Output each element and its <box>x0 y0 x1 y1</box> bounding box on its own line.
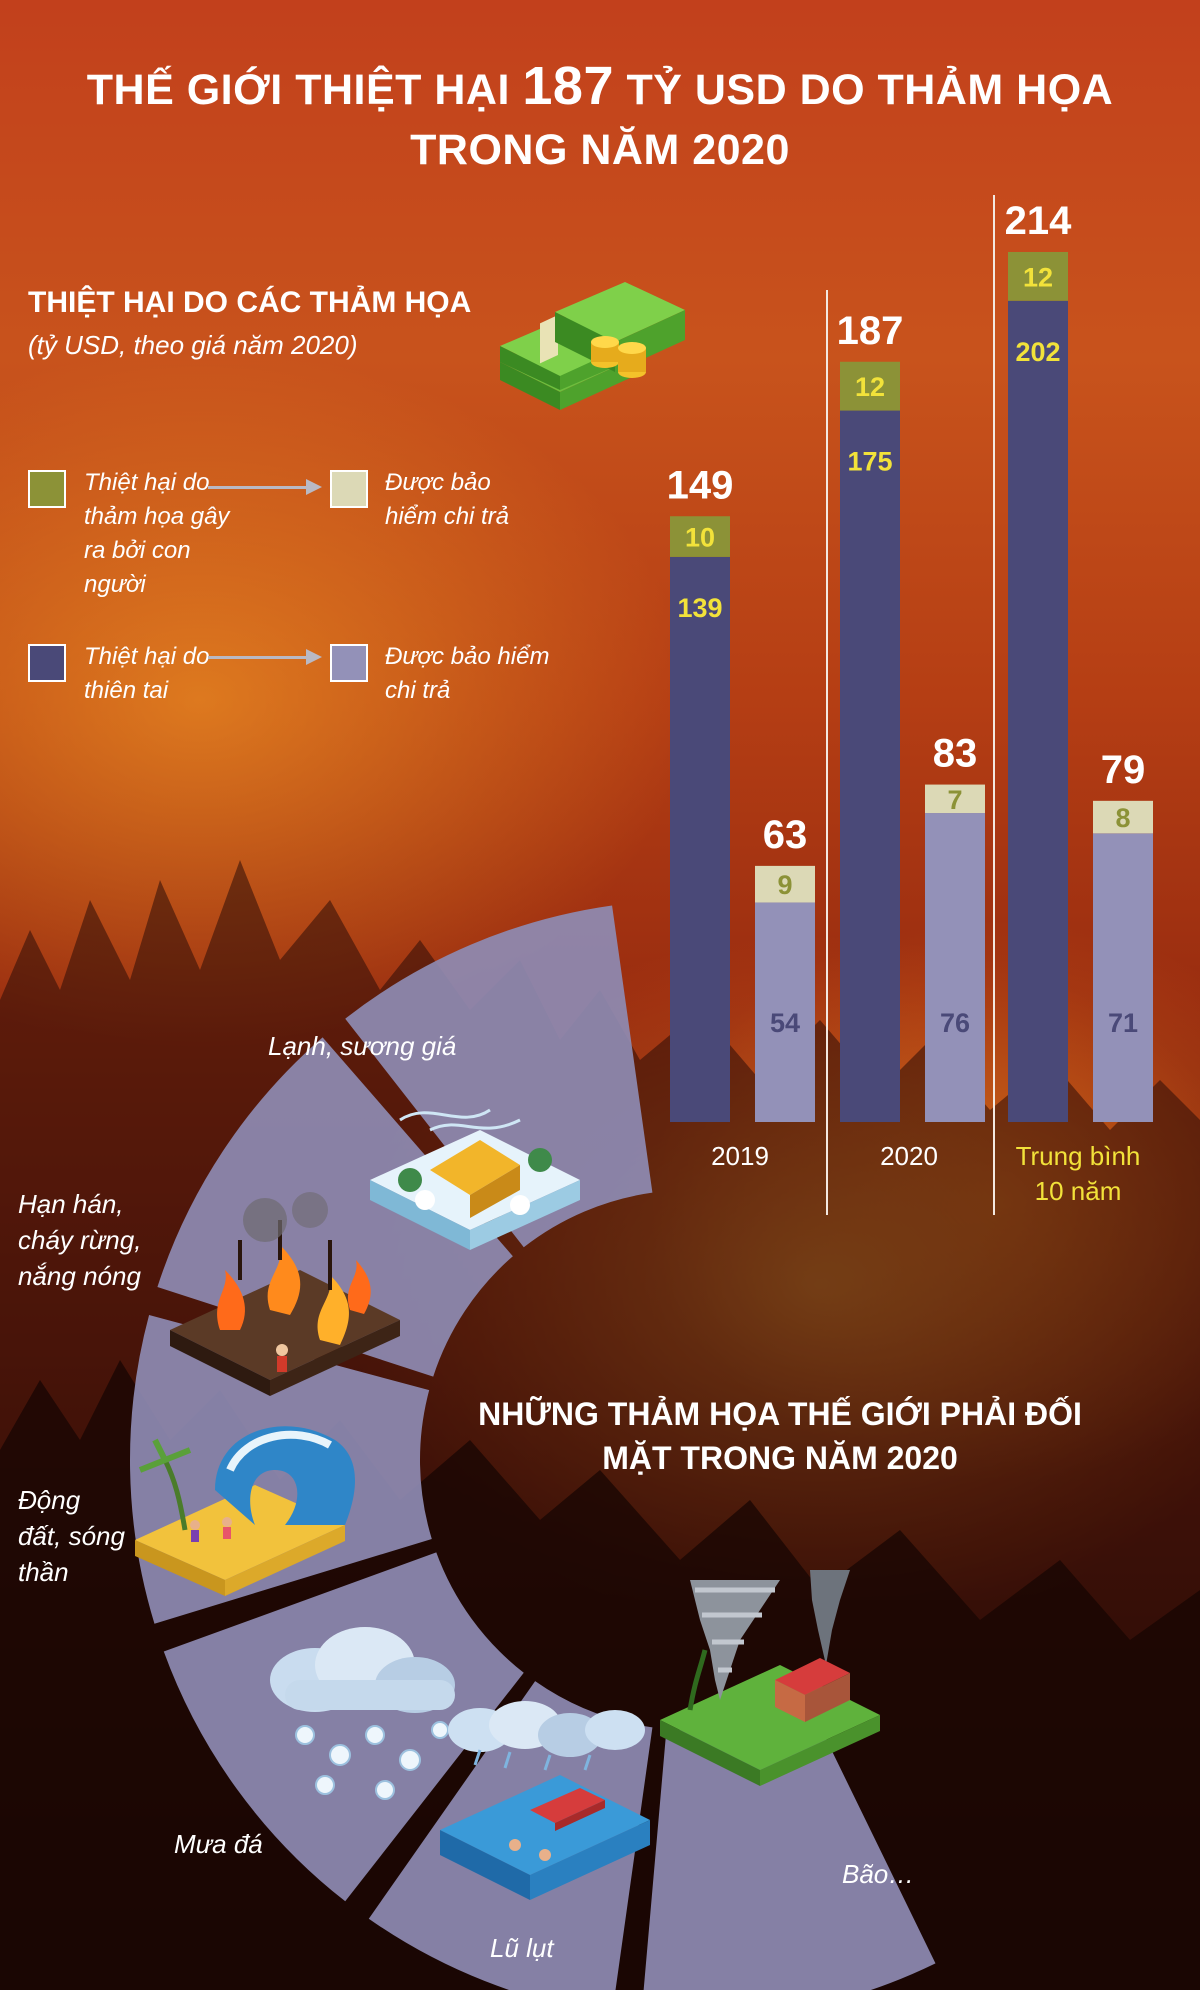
disaster-label-storm: Bão… <box>842 1859 915 1889</box>
damage-total-value-2: 214 <box>1005 199 1072 243</box>
damage-natural-value-0: 139 <box>677 593 722 623</box>
damage-manmade-bar-2 <box>1008 252 1068 301</box>
category-label-2-line2: 10 năm <box>1035 1176 1122 1206</box>
insured-manmade-value-0: 9 <box>777 870 792 900</box>
damage-natural-bar-2 <box>1008 300 1068 1122</box>
insured-natural-value-1: 76 <box>940 1008 970 1038</box>
legend-label-manmade-damage: Thiệt hại do thảm họa gây ra bởi con ngư… <box>84 469 230 598</box>
insured-manmade-bar-1 <box>925 784 985 814</box>
legend-swatch-natural-insured <box>330 644 368 682</box>
insured-natural-bar-1 <box>925 813 985 1122</box>
legend-swatch-manmade-insured <box>330 470 368 508</box>
snow-house-icon <box>370 1108 580 1250</box>
insured-natural-value-0: 54 <box>770 1008 800 1038</box>
legend-arrow-icon <box>208 479 322 495</box>
insured-manmade-bar-0 <box>755 865 815 903</box>
insured-total-value-0: 63 <box>763 813 808 857</box>
category-label-1: 2020 <box>880 1141 938 1171</box>
fan-segment <box>163 1552 524 1902</box>
damage-natural-bar-1 <box>840 410 900 1122</box>
insured-natural-value-2: 71 <box>1108 1008 1138 1038</box>
insured-natural-bar-2 <box>1093 833 1153 1122</box>
damage-total-value-0: 149 <box>667 463 734 507</box>
damage-natural-bar-0 <box>670 556 730 1122</box>
fan-segment <box>345 905 653 1248</box>
damage-manmade-bar-0 <box>670 516 730 557</box>
fan-segment <box>643 1702 936 1990</box>
damage-natural-value-2: 202 <box>1015 337 1060 367</box>
chart-title: THIỆT HẠI DO CÁC THẢM HỌA <box>28 286 472 319</box>
insured-natural-bar-0 <box>755 902 815 1122</box>
disaster-label-flood: Lũ lụt <box>490 1933 554 1963</box>
fan-segment <box>157 1037 513 1377</box>
insured-manmade-value-2: 8 <box>1115 803 1130 833</box>
chart-unit: (tỷ USD, theo giá năm 2020) <box>28 330 358 360</box>
insured-total-value-2: 79 <box>1101 748 1146 792</box>
damage-manmade-value-2: 12 <box>1023 262 1053 292</box>
tornado-icon <box>660 1570 880 1786</box>
insured-total-value-1: 83 <box>933 732 978 776</box>
flood-icon <box>440 1701 650 1900</box>
fan-segments <box>129 905 936 1990</box>
disaster-label-hail: Mưa đá <box>174 1829 263 1859</box>
legend-swatch-natural-damage <box>28 644 66 682</box>
insured-manmade-bar-2 <box>1093 800 1153 834</box>
legend-label-natural-damage: Thiệt hại do thiên tai <box>84 643 210 704</box>
bar-chart: 139 10 149 54 9 63 175 12 187 76 7 83 202 12 214 71 8 79 2… <box>667 195 1153 1215</box>
category-label-2: Trung bình <box>1016 1141 1141 1171</box>
damage-manmade-value-1: 12 <box>855 372 885 402</box>
legend-label-manmade-insured: Được bảo hiểm chi trả <box>385 469 510 530</box>
legend-arrow-icon <box>208 649 322 665</box>
disaster-label-drought: Hạn hán, cháy rừng, nắng nóng <box>18 1189 142 1291</box>
page-title: THẾ GIỚI THIỆT HẠI 187 TỶ USD DO THẢM HỌ… <box>86 56 1114 174</box>
damage-natural-value-1: 175 <box>847 447 892 477</box>
legend-swatch-manmade-damage <box>28 470 66 508</box>
disaster-label-tsunami: Động đất, sóng thần <box>18 1485 125 1587</box>
damage-manmade-bar-1 <box>840 361 900 411</box>
disaster-label-cold: Lạnh, sương giá <box>268 1031 457 1061</box>
insured-manmade-value-1: 7 <box>947 785 962 815</box>
wildfire-icon <box>170 1192 400 1396</box>
category-label-0: 2019 <box>711 1141 769 1171</box>
money-stack-icon <box>500 282 685 410</box>
damage-total-value-1: 187 <box>837 309 904 353</box>
damage-manmade-value-0: 10 <box>685 523 715 553</box>
hail-cloud-icon <box>270 1627 455 1800</box>
tsunami-icon <box>135 1426 355 1596</box>
disasters-section-title: NHỮNG THẢM HỌA THẾ GIỚI PHẢI ĐỐI MẶT TRO… <box>478 1396 1082 1476</box>
legend-label-natural-insured: Được bảo hiểm chi trả <box>385 643 550 704</box>
